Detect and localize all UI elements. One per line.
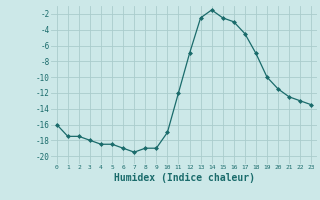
X-axis label: Humidex (Indice chaleur): Humidex (Indice chaleur) — [114, 173, 254, 183]
